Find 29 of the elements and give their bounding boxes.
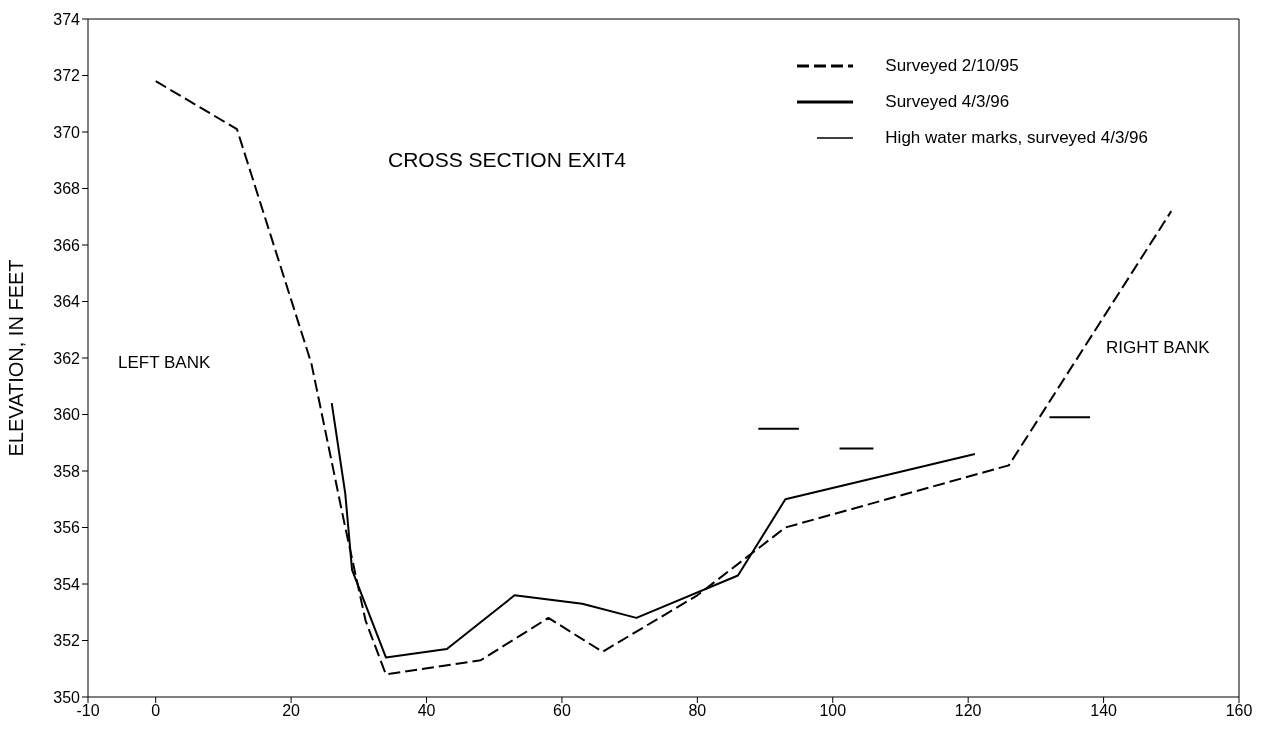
legend-label: Surveyed 4/3/96 bbox=[885, 92, 1010, 112]
y-axis-title: ELEVATION, IN FEET bbox=[5, 259, 28, 457]
y-tick-label: 354 bbox=[53, 575, 81, 593]
x-tick-label: 140 bbox=[1090, 702, 1118, 720]
y-tick-label: 362 bbox=[53, 349, 81, 367]
x-tick-label: 120 bbox=[954, 702, 982, 720]
annotation: LEFT BANK bbox=[118, 353, 211, 373]
y-tick-label: 358 bbox=[53, 462, 81, 480]
y-tick-label: 352 bbox=[53, 632, 81, 650]
x-tick-label: 100 bbox=[819, 702, 847, 720]
y-tick-label: 374 bbox=[53, 10, 81, 28]
y-tick-label: 370 bbox=[53, 123, 81, 141]
text: CROSS SECTION EXIT4 bbox=[388, 148, 627, 172]
legend-label: High water marks, surveyed 4/3/96 bbox=[885, 128, 1148, 148]
y-tick-label: 360 bbox=[53, 406, 81, 424]
annotation: RIGHT BANK bbox=[1106, 338, 1210, 358]
legend-label: Surveyed 2/10/95 bbox=[885, 56, 1019, 76]
x-tick-label: 40 bbox=[417, 702, 436, 720]
x-tick-label: 80 bbox=[688, 702, 707, 720]
x-tick-label: 160 bbox=[1225, 702, 1253, 720]
y-tick-label: 366 bbox=[53, 236, 81, 254]
x-tick-label: 20 bbox=[282, 702, 301, 720]
line-series bbox=[330, 402, 976, 659]
y-tick-label: 368 bbox=[53, 180, 81, 198]
x-tick-label: 0 bbox=[151, 702, 161, 720]
y-tick-label: 372 bbox=[53, 67, 81, 85]
y-tick-label: 356 bbox=[53, 519, 81, 537]
x-tick-label: 60 bbox=[553, 702, 571, 720]
y-tick-label: 364 bbox=[53, 293, 81, 311]
